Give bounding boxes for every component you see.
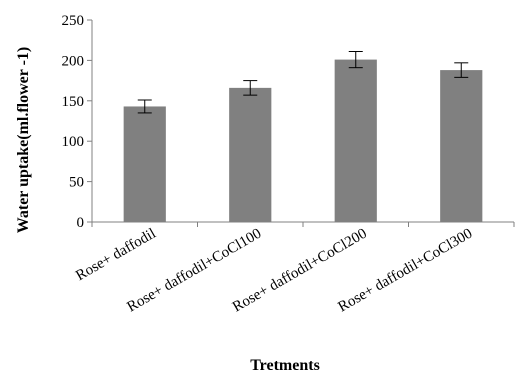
x-axis xyxy=(91,221,515,227)
bar xyxy=(334,59,377,223)
x-axis-title: Tretments xyxy=(250,357,320,374)
bar xyxy=(440,70,483,222)
y-tick-label: 150 xyxy=(62,94,85,110)
bar xyxy=(123,106,166,222)
y-axis-title: Water uptake(ml.flower -1) xyxy=(15,47,32,233)
y-tick-labels: 0 50 100 150 200 250 xyxy=(62,13,85,231)
x-tick-label: Rose+ daffodil xyxy=(73,226,158,285)
y-axis xyxy=(87,19,93,223)
error-bars xyxy=(137,51,469,114)
y-tick-label: 100 xyxy=(62,134,85,150)
y-tick-label: 50 xyxy=(69,175,84,191)
y-tick-label: 0 xyxy=(77,215,85,231)
bar xyxy=(229,87,272,222)
bars xyxy=(123,59,483,223)
y-tick-label: 200 xyxy=(62,53,85,69)
y-tick-label: 250 xyxy=(62,13,85,29)
